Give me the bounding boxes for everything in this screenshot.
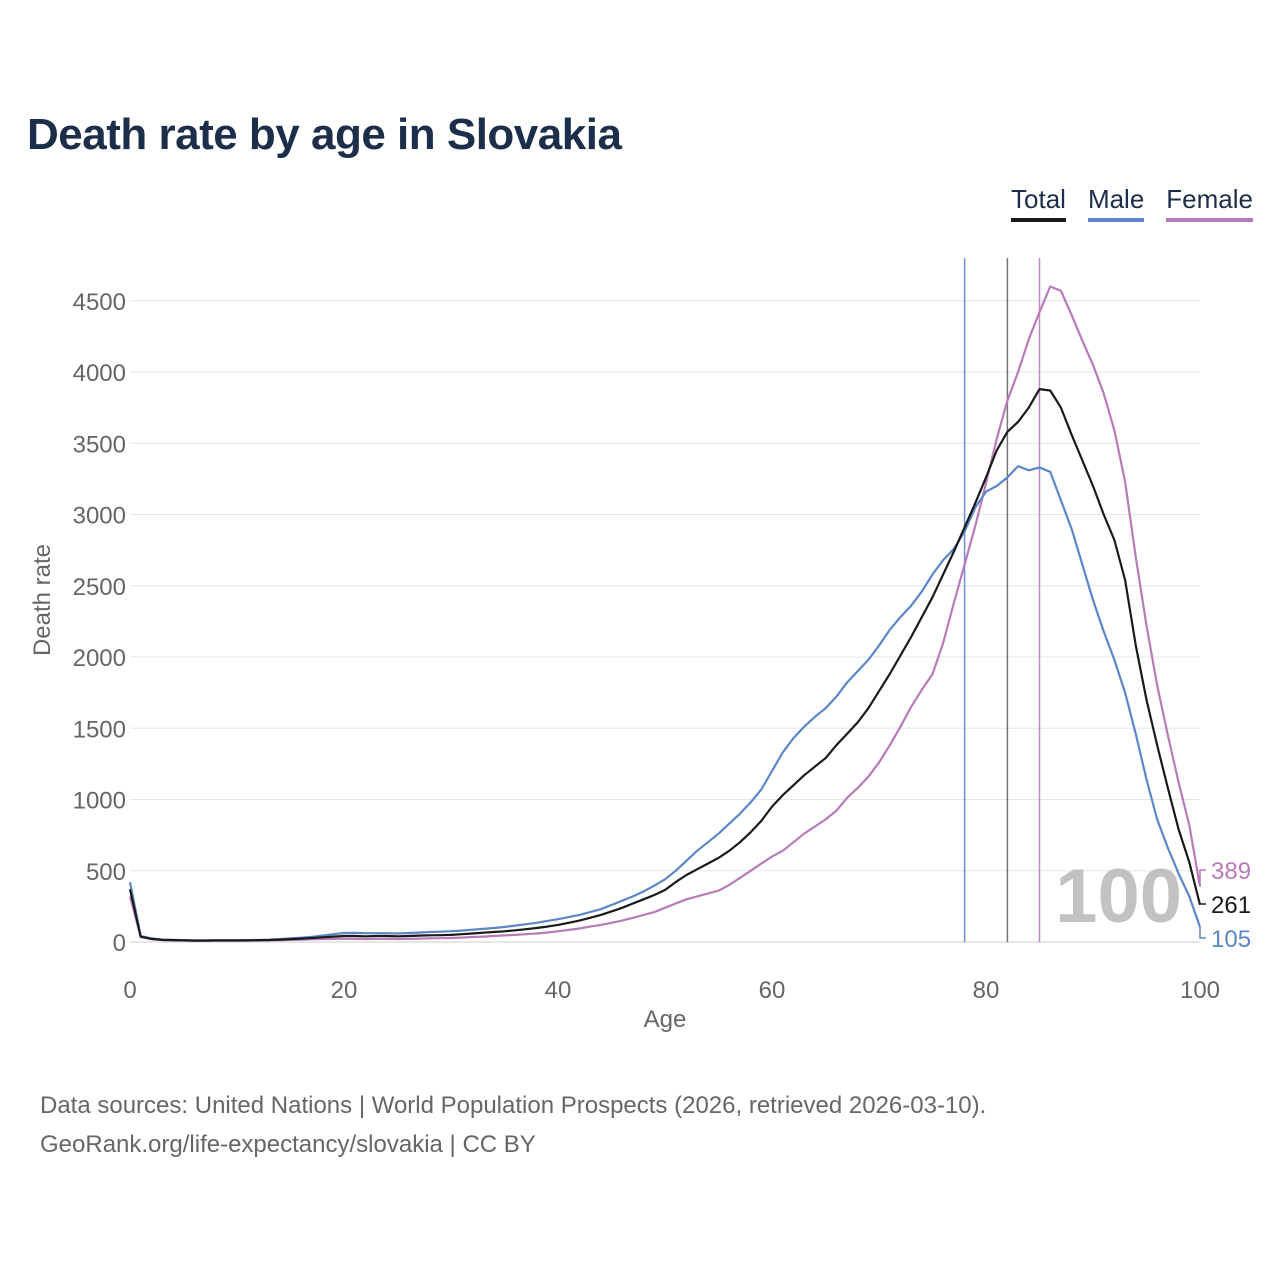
legend-item-female[interactable]: Female bbox=[1166, 184, 1253, 222]
year-watermark: 100 bbox=[1055, 854, 1182, 939]
y-tick-label: 0 bbox=[113, 930, 126, 957]
end-label-connector-total bbox=[1199, 903, 1206, 905]
y-tick-label: 3500 bbox=[73, 431, 126, 458]
end-label-connector-male bbox=[1199, 927, 1206, 939]
end-label-connector-female bbox=[1199, 869, 1206, 887]
death-rate-chart: 0 500 1000 1500 2000 2500 3000 3500 4000 4500 0 20 4… bbox=[29, 258, 1251, 1033]
y-tick-label: 1500 bbox=[73, 716, 126, 743]
x-tick-label: 100 bbox=[1180, 977, 1220, 1004]
x-tick-label: 0 bbox=[123, 977, 136, 1004]
legend: Total Male Female bbox=[1011, 184, 1253, 222]
x-tick-label: 20 bbox=[331, 977, 358, 1004]
y-tick-label: 2500 bbox=[73, 574, 126, 601]
source-link[interactable]: GeoRank.org/life-expectancy/slovakia | C… bbox=[40, 1131, 536, 1158]
y-tick-label: 500 bbox=[86, 859, 126, 886]
y-tick-label: 4500 bbox=[73, 289, 126, 316]
end-label-total: 261 bbox=[1211, 892, 1251, 919]
end-label-male: 105 bbox=[1211, 926, 1251, 953]
y-axis-label: Death rate bbox=[29, 544, 56, 656]
data-source-text: Data sources: United Nations | World Pop… bbox=[40, 1092, 987, 1119]
y-tick-label: 3000 bbox=[73, 503, 126, 530]
series-line-total bbox=[128, 388, 1202, 942]
y-tick-label: 4000 bbox=[73, 360, 126, 387]
end-label-female: 389 bbox=[1211, 858, 1251, 885]
footer: Data sources: United Nations | World Pop… bbox=[40, 1086, 986, 1164]
x-tick-label: 60 bbox=[759, 977, 786, 1004]
y-tick-label: 2000 bbox=[73, 645, 126, 672]
series-line-female bbox=[128, 285, 1202, 942]
page-title: Death rate by age in Slovakia bbox=[27, 110, 622, 159]
y-tick-label: 1000 bbox=[73, 788, 126, 815]
x-tick-label: 40 bbox=[545, 977, 572, 1004]
legend-item-total[interactable]: Total bbox=[1011, 184, 1066, 222]
legend-item-male[interactable]: Male bbox=[1087, 184, 1145, 222]
x-axis-label: Age bbox=[644, 1006, 687, 1033]
x-tick-label: 80 bbox=[973, 977, 1000, 1004]
